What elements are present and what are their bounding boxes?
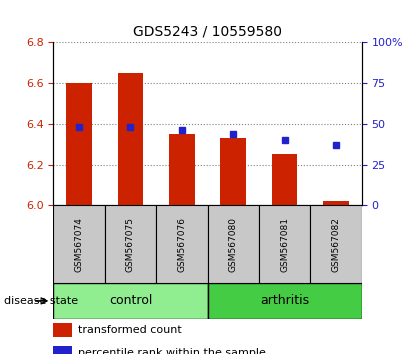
Bar (310, 205, 362, 283)
Bar (323, 201, 349, 205)
Text: GSM567082: GSM567082 (332, 217, 340, 272)
Text: GSM567074: GSM567074 (75, 217, 83, 272)
Bar (272, 154, 298, 205)
Bar (169, 134, 195, 205)
Bar (53, 205, 105, 283)
Text: GSM567075: GSM567075 (126, 217, 135, 272)
Bar (208, 205, 259, 283)
Text: transformed count: transformed count (78, 325, 182, 335)
Bar (208, 283, 362, 319)
Bar (66, 83, 92, 205)
Bar (259, 205, 310, 283)
Bar (53, 283, 208, 319)
Title: GDS5243 / 10559580: GDS5243 / 10559580 (133, 24, 282, 39)
Text: percentile rank within the sample: percentile rank within the sample (78, 348, 266, 354)
Text: GSM567080: GSM567080 (229, 217, 238, 272)
Text: arthritis: arthritis (260, 295, 309, 307)
Bar (53, 323, 72, 337)
Bar (156, 205, 208, 283)
Text: GSM567076: GSM567076 (178, 217, 186, 272)
Bar (105, 205, 156, 283)
Bar (220, 138, 246, 205)
Text: disease state: disease state (4, 296, 78, 306)
Bar (53, 346, 72, 354)
Bar (118, 73, 143, 205)
Text: GSM567081: GSM567081 (280, 217, 289, 272)
Text: control: control (109, 295, 152, 307)
